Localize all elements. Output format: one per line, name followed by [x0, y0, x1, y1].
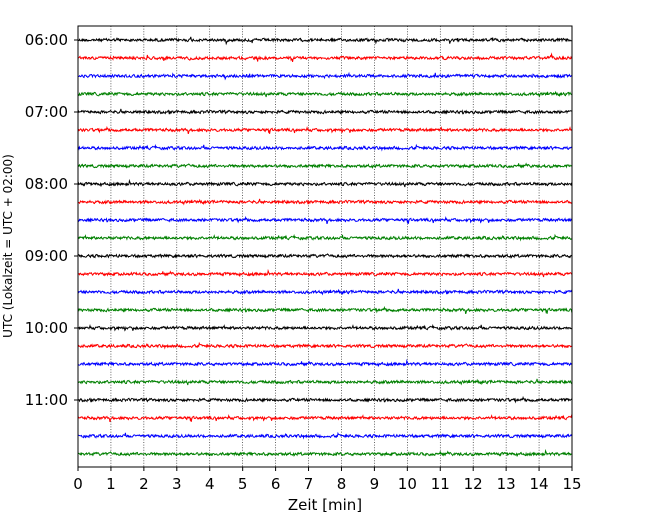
- trace-0600: [77, 36, 573, 46]
- trace-0745: [77, 162, 573, 169]
- y-tick-label: 09:00: [25, 247, 68, 265]
- y-tick-label: 11:00: [25, 391, 68, 409]
- trace-1130: [77, 431, 573, 440]
- x-tick-label: 11: [431, 475, 450, 493]
- x-tick-label: 12: [464, 475, 483, 493]
- plot-frame: [77, 25, 573, 468]
- y-tick-label: 07:00: [25, 103, 68, 121]
- x-tick-label: 8: [337, 475, 347, 493]
- trace-0915: [77, 268, 573, 278]
- x-tick-label: 14: [530, 475, 549, 493]
- x-gridlines: [110, 26, 540, 467]
- trace-0815: [77, 198, 573, 206]
- trace-1015: [77, 341, 573, 350]
- trace-1000: [77, 323, 573, 332]
- x-tick-label: 5: [238, 475, 248, 493]
- x-tick-label: 2: [139, 475, 149, 493]
- trace-0945: [77, 305, 573, 315]
- y-tick-label: 08:00: [25, 175, 68, 193]
- y-tick-label: 10:00: [25, 319, 68, 337]
- trace-1145: [77, 448, 573, 457]
- trace-1030: [77, 358, 573, 367]
- x-tick-label: 0: [73, 475, 83, 493]
- trace-0645: [77, 90, 573, 98]
- x-tick-label: 13: [497, 475, 516, 493]
- trace-0930: [77, 288, 573, 296]
- x-tick-label: 9: [370, 475, 380, 493]
- trace-1100: [77, 395, 573, 404]
- trace-0715: [77, 125, 573, 135]
- seismic-traces: [77, 36, 573, 457]
- trace-0730: [77, 143, 573, 152]
- x-axis-ticks: 0 1 2 3 4 5 6 7 8 9 10 11 12 13 14 15: [73, 467, 582, 493]
- trace-0615: [77, 52, 573, 62]
- trace-0630: [77, 71, 573, 81]
- x-tick-label: 4: [205, 475, 215, 493]
- trace-0845: [77, 233, 573, 242]
- y-tick-label: 06:00: [25, 31, 68, 49]
- x-tick-label: 3: [172, 475, 182, 493]
- x-tick-label: 1: [106, 475, 116, 493]
- y-axis-label: UTC (Lokalzeit = UTC + 02:00): [1, 154, 15, 338]
- x-axis-label: Zeit [min]: [288, 496, 362, 514]
- x-tick-label: 6: [271, 475, 281, 493]
- trace-0830: [77, 215, 573, 225]
- trace-1045: [77, 378, 573, 386]
- y-axis-ticks: 06:00 07:00 08:00 09:00 10:00 11:00: [25, 31, 78, 409]
- trace-1115: [77, 413, 573, 423]
- trace-0800: [77, 178, 573, 188]
- trace-0700: [77, 108, 573, 115]
- x-tick-label: 15: [562, 475, 581, 493]
- x-tick-label: 10: [398, 475, 417, 493]
- x-tick-label: 7: [304, 475, 314, 493]
- trace-0900: [77, 253, 573, 259]
